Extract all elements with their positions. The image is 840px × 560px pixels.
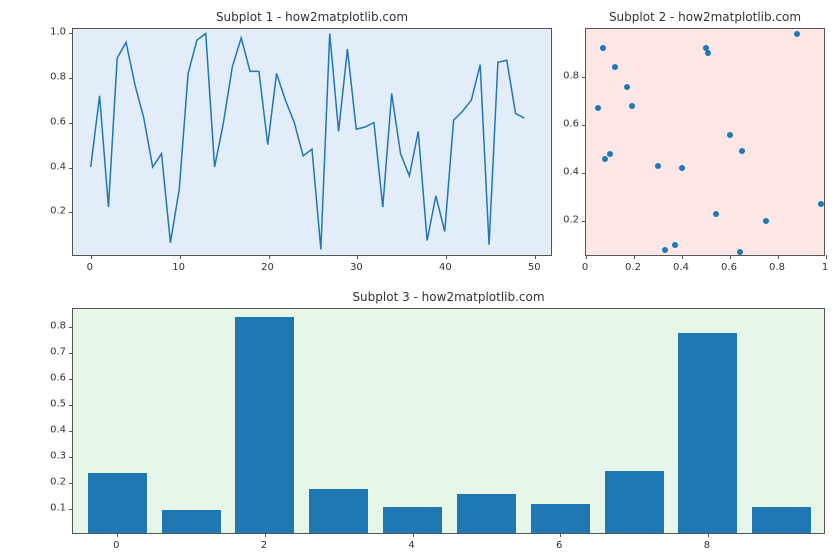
subplot1 — [72, 28, 552, 256]
xtick-label: 0.6 — [721, 262, 737, 273]
xtick-label: 40 — [439, 262, 452, 273]
subplot2 — [585, 28, 825, 256]
bar — [531, 504, 590, 533]
xtick-label: 0.8 — [769, 262, 785, 273]
bar — [235, 317, 294, 533]
subplot3 — [72, 308, 825, 534]
xtick-label: 0 — [113, 540, 119, 551]
ytick-label: 0.5 — [36, 399, 66, 410]
scatter-point — [763, 218, 769, 224]
ytick-label: 0.8 — [36, 72, 66, 83]
ytick-label: 1.0 — [36, 27, 66, 38]
subplot1-line — [73, 29, 551, 256]
bar — [88, 473, 147, 533]
ytick-label: 0.3 — [36, 451, 66, 462]
scatter-point — [727, 132, 733, 138]
scatter-point — [612, 64, 618, 70]
xtick-label: 6 — [556, 540, 562, 551]
xtick-label: 0.2 — [625, 262, 641, 273]
scatter-point — [629, 103, 635, 109]
scatter-point — [672, 242, 678, 248]
ytick-label: 0.2 — [36, 477, 66, 488]
bar — [383, 507, 442, 533]
ytick-label: 0.8 — [36, 321, 66, 332]
ytick-label: 0.6 — [36, 116, 66, 127]
scatter-point — [739, 148, 745, 154]
xtick-label: 10 — [172, 262, 185, 273]
xtick-label: 4 — [408, 540, 414, 551]
bar — [309, 489, 368, 533]
subplot3-title: Subplot 3 - how2matplotlib.com — [72, 290, 825, 304]
scatter-point — [818, 201, 824, 207]
xtick-label: 8 — [704, 540, 710, 551]
ytick-label: 0.6 — [36, 373, 66, 384]
figure: Subplot 1 - how2matplotlib.com 010203040… — [0, 0, 840, 560]
xtick-label: 1 — [822, 262, 828, 273]
ytick-label: 0.2 — [549, 215, 579, 226]
scatter-point — [655, 163, 661, 169]
bar — [162, 510, 221, 533]
xtick-label: 0.4 — [673, 262, 689, 273]
xtick-label: 2 — [261, 540, 267, 551]
scatter-point — [713, 211, 719, 217]
scatter-point — [624, 84, 630, 90]
scatter-point — [595, 105, 601, 111]
xtick-label: 30 — [350, 262, 363, 273]
ytick-label: 0.2 — [36, 206, 66, 217]
scatter-point — [662, 247, 668, 253]
scatter-point — [607, 151, 613, 157]
scatter-point — [600, 45, 606, 51]
xtick-label: 20 — [261, 262, 274, 273]
scatter-point — [602, 156, 608, 162]
bar — [605, 471, 664, 533]
ytick-label: 0.4 — [36, 425, 66, 436]
xtick-label: 0 — [87, 262, 93, 273]
xtick-label: 50 — [528, 262, 541, 273]
bar — [457, 494, 516, 533]
ytick-label: 0.4 — [549, 167, 579, 178]
bar — [678, 333, 737, 533]
scatter-point — [705, 50, 711, 56]
bar — [752, 507, 811, 533]
subplot2-title: Subplot 2 - how2matplotlib.com — [585, 10, 825, 24]
ytick-label: 0.7 — [36, 347, 66, 358]
ytick-label: 0.6 — [549, 119, 579, 130]
scatter-point — [679, 165, 685, 171]
scatter-point — [737, 249, 743, 255]
xtick-label: 0 — [582, 262, 588, 273]
ytick-label: 0.8 — [549, 71, 579, 82]
scatter-point — [794, 31, 800, 37]
ytick-label: 0.1 — [36, 503, 66, 514]
subplot1-title: Subplot 1 - how2matplotlib.com — [72, 10, 552, 24]
ytick-label: 0.4 — [36, 161, 66, 172]
